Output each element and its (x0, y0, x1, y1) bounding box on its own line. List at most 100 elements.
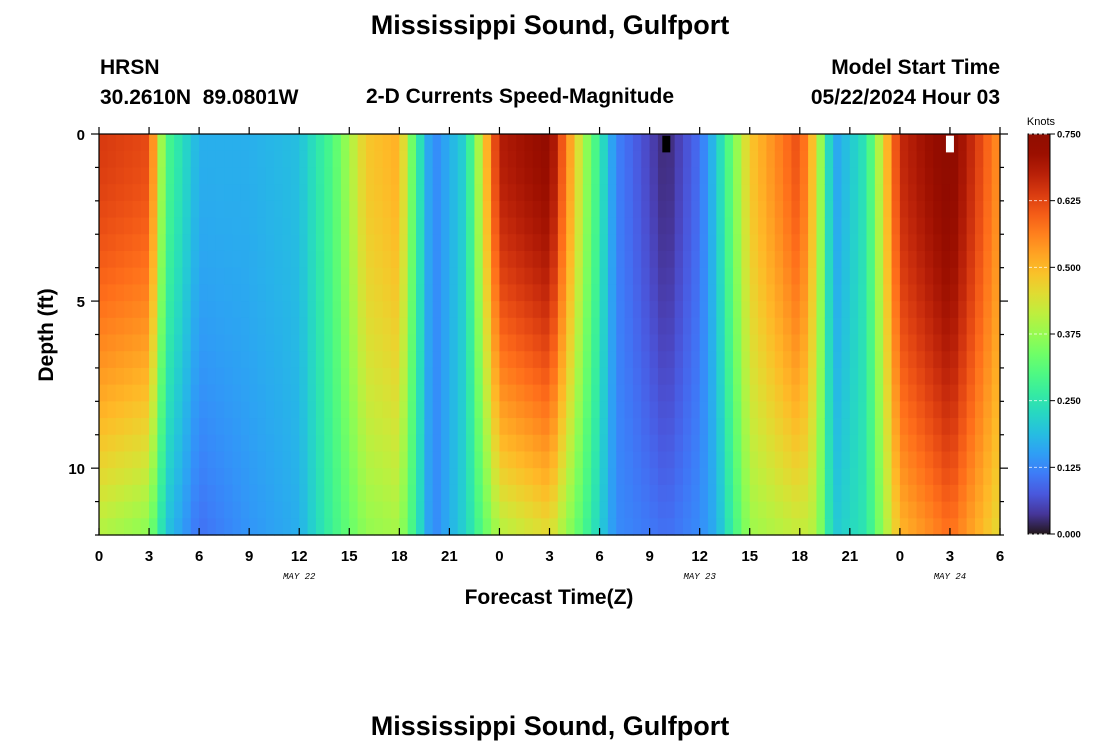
heatmap-cell (315, 501, 325, 519)
heatmap-cell (349, 434, 359, 453)
heatmap-cell (149, 501, 158, 519)
heatmap-cell (708, 384, 717, 402)
heatmap-cell (808, 250, 818, 269)
heatmap-cell (249, 434, 259, 453)
heatmap-cell (991, 184, 1001, 202)
heatmap-cell (599, 150, 609, 169)
heatmap-cell (899, 267, 909, 285)
heatmap-cell (549, 317, 559, 336)
heatmap-cell (924, 351, 934, 369)
heatmap-cell (199, 501, 209, 519)
heatmap-cell (983, 150, 993, 169)
heatmap-cell (949, 334, 959, 352)
heatmap-cell (132, 250, 142, 269)
heatmap-cell (140, 501, 150, 519)
heatmap-cell (174, 200, 184, 219)
heatmap-cell (124, 384, 133, 402)
heatmap-cell (657, 150, 667, 169)
heatmap-cell (883, 167, 893, 185)
heatmap-cell (466, 384, 476, 402)
heatmap-cell (507, 418, 517, 436)
heatmap-cell (299, 468, 309, 486)
heatmap-cell (541, 351, 551, 369)
heatmap-cell (449, 401, 459, 419)
heatmap-cell (199, 384, 209, 402)
heatmap-cell (549, 134, 559, 152)
heatmap-cell (983, 418, 993, 436)
heatmap-cell (215, 134, 225, 152)
heatmap-cell (666, 501, 676, 519)
heatmap-cell (891, 334, 901, 352)
heatmap-cell (724, 317, 734, 336)
heatmap-cell (115, 367, 125, 386)
heatmap-cell (115, 401, 125, 419)
heatmap-cell (282, 284, 292, 302)
heatmap-cell (933, 334, 943, 352)
heatmap-cell (466, 484, 476, 503)
heatmap-cell (349, 284, 359, 302)
heatmap-cell (215, 150, 225, 169)
heatmap-cell (157, 234, 167, 252)
heatmap-cell (482, 150, 492, 169)
heatmap-cell (541, 301, 551, 319)
heatmap-cell (499, 317, 509, 336)
heatmap-cell (766, 301, 776, 319)
heatmap-cell (641, 418, 651, 436)
heatmap-cell (282, 501, 292, 519)
heatmap-cell (499, 301, 509, 319)
heatmap-cell (557, 267, 567, 285)
heatmap-cell (349, 367, 359, 386)
heatmap-cell (666, 484, 676, 503)
heatmap-cell (365, 418, 375, 436)
heatmap-cell (357, 351, 367, 369)
heatmap-cell (891, 250, 901, 269)
heatmap-cell (265, 418, 275, 436)
heatmap-cell (257, 200, 267, 219)
heatmap-cell (657, 334, 667, 352)
heatmap-cell (749, 351, 759, 369)
heatmap-cell (557, 134, 567, 152)
heatmap-cell (390, 301, 400, 319)
heatmap-cell (899, 451, 909, 469)
heatmap-cell (582, 518, 592, 536)
heatmap-cell (107, 217, 117, 235)
heatmap-cell (299, 434, 309, 453)
heatmap-cell (190, 317, 200, 336)
heatmap-cell (199, 250, 209, 269)
heatmap-cell (324, 468, 334, 486)
heatmap-cell (524, 234, 534, 252)
heatmap-cell (749, 250, 759, 269)
heatmap-cell (549, 267, 559, 285)
heatmap-cell (282, 384, 292, 402)
heatmap-cell (132, 434, 142, 453)
heatmap-cell (299, 250, 309, 269)
heatmap-cell (783, 518, 793, 536)
heatmap-cell (174, 367, 184, 386)
heatmap-cell (916, 284, 926, 302)
heatmap-cell (966, 317, 976, 336)
heatmap-cell (791, 134, 801, 152)
heatmap-cell (858, 518, 868, 536)
heatmap-cell (190, 250, 200, 269)
heatmap-cell (274, 200, 284, 219)
heatmap-cell (315, 301, 325, 319)
heatmap-cell (916, 351, 926, 369)
heatmap-cell (632, 184, 642, 202)
heatmap-cell (524, 451, 534, 469)
heatmap-cell (649, 234, 659, 252)
heatmap-cell (449, 501, 459, 519)
heatmap-cell (374, 518, 384, 536)
heatmap-cell (499, 518, 509, 536)
heatmap-cell (374, 317, 384, 336)
heatmap-cell (132, 167, 142, 185)
heatmap-cell (916, 167, 926, 185)
heatmap-cell (799, 401, 809, 419)
heatmap-cell (165, 484, 175, 503)
heatmap-cell (140, 418, 150, 436)
heatmap-cell (332, 150, 342, 169)
heatmap-cell (215, 184, 225, 202)
heatmap-cell (416, 367, 425, 386)
heatmap-cell (899, 234, 909, 252)
heatmap-cell (507, 284, 517, 302)
